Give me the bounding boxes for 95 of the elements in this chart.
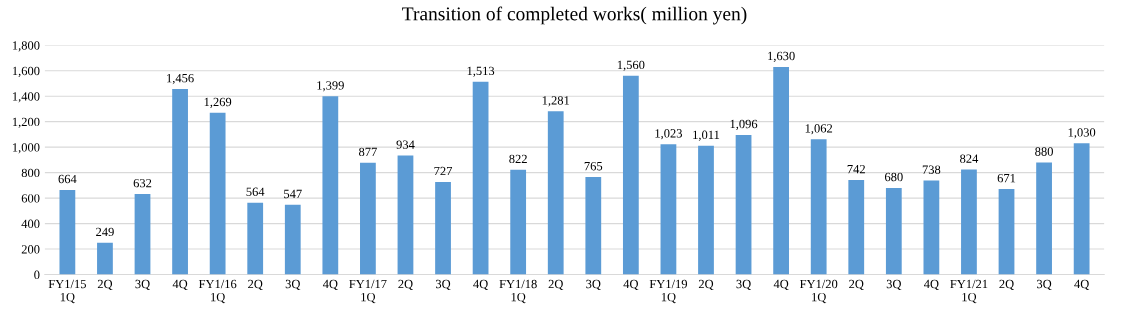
- bar: [510, 169, 527, 275]
- bar: [284, 204, 301, 275]
- data-label: 822: [509, 154, 527, 164]
- x-tick-label: 4Q: [1074, 279, 1090, 291]
- data-label: 1,030: [1068, 128, 1096, 139]
- bar: [435, 181, 451, 275]
- bar: [134, 194, 151, 275]
- data-label: 1,062: [805, 124, 833, 135]
- data-label: 249: [96, 227, 114, 237]
- data-label: 880: [1035, 147, 1053, 156]
- x-tick-label: 4Q: [172, 279, 188, 291]
- data-label: 680: [884, 172, 903, 182]
- x-tick-label: 2Q: [548, 279, 564, 291]
- data-label: 1,281: [542, 96, 570, 107]
- data-label: 547: [284, 189, 302, 199]
- x-tick-label: 2Q: [248, 279, 263, 291]
- x-tick-label: 2Q: [97, 279, 113, 291]
- x-tick-label: 2Q: [698, 279, 714, 291]
- data-label: 877: [359, 147, 377, 157]
- bar: [247, 202, 264, 275]
- x-tick-label: 2Q: [398, 279, 413, 291]
- data-label: 824: [960, 154, 979, 163]
- bar: [59, 189, 76, 275]
- x-tick-label: 3Q: [736, 279, 751, 291]
- x-tick-label: 3Q: [586, 279, 601, 291]
- y-tick-label: 1,800: [12, 41, 40, 52]
- data-label: 1,456: [167, 73, 194, 85]
- y-tick-label: 1,000: [12, 143, 40, 154]
- bar: [885, 187, 902, 275]
- bar: [209, 112, 226, 275]
- data-label: 1,023: [655, 129, 682, 140]
- bar: [1036, 162, 1052, 275]
- bar: [585, 177, 602, 275]
- data-label: 664: [58, 174, 77, 184]
- x-tick-label: 3Q: [135, 279, 150, 291]
- data-label: 564: [246, 187, 265, 196]
- x-tick-label: FY1/21 1Q: [950, 279, 988, 304]
- x-tick-label: 3Q: [886, 279, 902, 291]
- x-tick-label: 3Q: [285, 279, 301, 291]
- data-label: 738: [922, 165, 941, 174]
- data-label: 632: [133, 178, 152, 188]
- bar: [97, 242, 113, 275]
- bar: [698, 145, 714, 275]
- data-label: 727: [434, 166, 453, 176]
- x-tick-label: 4Q: [473, 279, 489, 291]
- x-tick-label: 3Q: [1037, 279, 1052, 291]
- bar: [735, 134, 752, 275]
- bar: [172, 89, 188, 275]
- bar: [660, 144, 677, 275]
- x-tick-label: FY1/19 1Q: [649, 279, 688, 304]
- bar: [322, 96, 339, 275]
- x-tick-label: 4Q: [923, 279, 939, 291]
- data-label: 742: [847, 164, 865, 174]
- y-tick-label: 1,600: [12, 66, 40, 77]
- bar: [397, 155, 414, 275]
- x-tick-label: FY1/17 1Q: [349, 279, 387, 304]
- y-tick-label: 1,400: [12, 92, 40, 103]
- chart-title: Transition of completed works( million yen): [402, 6, 747, 25]
- y-tick-label: 400: [21, 219, 40, 229]
- x-tick-label: FY1/18 1Q: [499, 279, 537, 304]
- x-tick-label: 3Q: [435, 279, 451, 291]
- data-label: 1,269: [204, 97, 232, 108]
- x-tick-label: 4Q: [773, 279, 789, 291]
- data-label: 1,560: [617, 60, 645, 71]
- x-tick-label: 4Q: [322, 279, 338, 291]
- bar: [472, 81, 489, 275]
- x-tick-label: FY1/16 1Q: [198, 279, 237, 304]
- bar: [810, 139, 827, 275]
- data-label: 765: [584, 161, 603, 171]
- y-tick-label: 0: [34, 270, 40, 280]
- x-tick-label: FY1/15 1Q: [48, 279, 86, 304]
- bar: [622, 75, 639, 275]
- bar: [547, 111, 564, 275]
- data-label: 1,399: [317, 81, 344, 92]
- data-label: 1,630: [768, 51, 795, 62]
- bar: [1073, 143, 1090, 275]
- y-tick-label: 1,200: [12, 117, 40, 128]
- bar: [923, 180, 940, 275]
- bar: [848, 180, 865, 275]
- bar: [961, 169, 977, 275]
- x-tick-label: 2Q: [849, 279, 864, 291]
- x-tick-label: 2Q: [999, 279, 1014, 291]
- y-tick-label: 800: [21, 168, 40, 178]
- data-label: 934: [396, 140, 415, 149]
- data-label: 1,513: [467, 66, 495, 77]
- y-tick-label: 200: [21, 245, 40, 254]
- bar: [998, 189, 1015, 275]
- data-label: 1,096: [730, 119, 758, 131]
- data-label: 671: [997, 173, 1016, 183]
- bar: [773, 66, 790, 275]
- y-tick-label: 600: [21, 194, 40, 203]
- x-tick-label: FY1/20 1Q: [799, 279, 838, 304]
- data-label: 1,011: [693, 130, 720, 141]
- bar: [360, 162, 376, 275]
- x-tick-label: 4Q: [623, 279, 639, 291]
